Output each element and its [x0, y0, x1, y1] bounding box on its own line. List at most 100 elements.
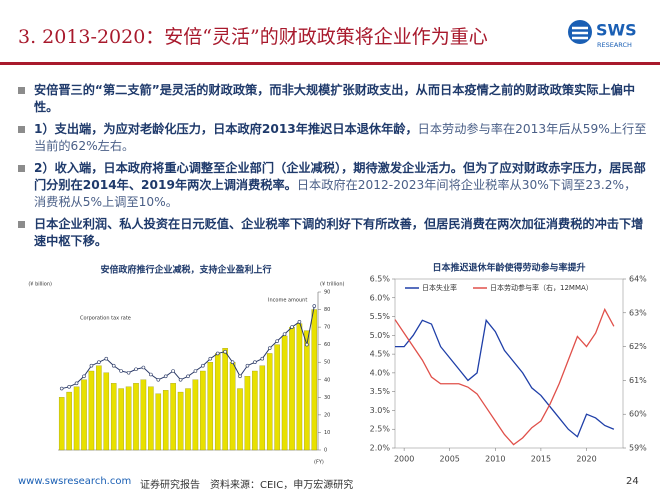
y-tick-label: 5.0% [370, 331, 391, 340]
bullet-bold: 日本企业利润、私人投资在日元贬值、企业税率下调的利好下有所改善，但居民消费在两次… [34, 217, 644, 248]
bullet-bold: 1）支出端，为应对老龄化压力，日本政府2013年推迟日本退休年龄， [34, 122, 418, 136]
y2-tick-label: 63% [629, 308, 647, 317]
line [394, 307, 615, 446]
bar [88, 370, 95, 451]
y-tick-label: 0 [324, 448, 327, 454]
x-axis-label: (FY) [314, 460, 324, 466]
y2-tick-label: 61% [629, 376, 647, 385]
bar [222, 348, 228, 451]
bar [259, 365, 266, 451]
y-tick-label: 3.5% [370, 387, 391, 396]
point [104, 356, 109, 361]
bullet-text: 日本劳动参与率在2013年后从59%上行至当前的62%左右。 [34, 122, 647, 153]
y-tick-label: 80 [324, 307, 330, 313]
bar [304, 330, 310, 451]
y-tick-label: 2.0% [370, 444, 391, 453]
bar [207, 362, 214, 451]
point [134, 367, 138, 372]
bar [274, 344, 280, 451]
chart-right: 日本推迟退休年龄使得劳动参与率提升 2.0% 2.5% 3.0% 3.5% 4.0% 4.5… [370, 262, 648, 464]
point [59, 386, 64, 391]
x-tick-label: 2015 [531, 455, 551, 464]
point [267, 346, 272, 350]
point [297, 320, 302, 324]
bar [140, 379, 147, 451]
footer-site: www.swsresearch.com [18, 476, 132, 487]
logo: SWS RESEARCH [568, 20, 637, 49]
point [282, 332, 287, 336]
bar [81, 379, 87, 451]
logo-sub: RESEARCH [597, 41, 632, 49]
bar [155, 393, 162, 451]
point [126, 370, 131, 375]
point [178, 377, 183, 382]
bar [103, 372, 110, 451]
point [305, 342, 309, 347]
annotation: Corporation tax rate [80, 316, 131, 322]
x-tick-label: 2010 [485, 455, 505, 464]
point [141, 365, 146, 370]
footer-report: 证券研究报告 [140, 480, 200, 491]
bar [66, 391, 72, 451]
x-tick-label: 2005 [440, 455, 460, 464]
bar [237, 388, 243, 451]
point [156, 377, 161, 382]
annotation: Income amount [268, 298, 307, 304]
point [260, 356, 265, 361]
bullet: 2）收入端，日本政府将重心调整至企业部门（企业减税），期待激发企业活力。但为了应… [18, 160, 648, 211]
y-tick-label: 70 [324, 325, 330, 331]
point [111, 363, 116, 368]
bullet-list: 安倍晋三的“第二支箭”是灵活的财政政策，而非大规模扩张财政支出，从而日本疫情之前… [18, 82, 648, 255]
y-tick-label: 30 [324, 395, 330, 401]
y-tick-label: 4.5% [370, 350, 391, 359]
plot-frame [394, 278, 624, 449]
y-tick-label: 10 [324, 430, 330, 436]
bar [170, 383, 176, 451]
bar [110, 383, 117, 451]
legend-label: 日本劳动参与率（右，12MMA） [490, 283, 593, 292]
bullet-bold: 安倍晋三的“第二支箭”是灵活的财政政策，而非大规模扩张财政支出，从而日本疫情之前… [34, 83, 636, 114]
y-tick-label: 5.5% [370, 312, 391, 321]
bar [244, 376, 251, 451]
y2-tick-label: 59% [629, 444, 647, 453]
point [238, 374, 242, 379]
y-axis-label: (¥ billion) [28, 282, 52, 288]
y-tick-label: 60 [324, 342, 330, 348]
point [163, 374, 168, 379]
bar [214, 353, 221, 451]
y-tick-label: 20 [324, 412, 330, 418]
bar [148, 386, 154, 451]
bar [229, 362, 236, 451]
y-tick-label: 50 [324, 360, 330, 366]
x-tick-label: 2000 [394, 455, 414, 464]
bullet-text: 日本政府在2012-2023年间将企业税率从30%下调至23.2%，消费税从5%… [34, 178, 637, 209]
x-tick-label: 2020 [576, 455, 596, 464]
bar [73, 386, 80, 451]
y2-tick-label: 62% [629, 342, 647, 351]
y-tick-label: 2.5% [370, 425, 391, 434]
page-number: 24 [626, 476, 639, 487]
y-tick-label: 90 [324, 290, 330, 296]
point [67, 385, 71, 389]
bar [311, 309, 318, 451]
point [74, 381, 79, 386]
y2-tick-label: 60% [629, 410, 647, 419]
bar [162, 390, 169, 451]
bar [296, 323, 303, 451]
y-tick-label: 4.0% [370, 368, 391, 377]
point [230, 360, 235, 365]
y-tick-label: 6.5% [370, 275, 391, 284]
title-rule [0, 62, 660, 65]
bullet: 日本企业利润、私人投资在日元贬值、企业税率下调的利好下有所改善，但居民消费在两次… [18, 216, 648, 250]
y-tick-label: 6.0% [370, 293, 391, 302]
point [208, 356, 213, 361]
bar [200, 370, 206, 451]
point [201, 363, 205, 368]
bar [118, 388, 124, 451]
bar [289, 326, 295, 451]
bullet: 1）支出端，为应对老龄化压力，日本政府2013年推迟日本退休年龄，日本劳动参与率… [18, 121, 648, 155]
bar [266, 353, 273, 451]
point [82, 374, 86, 379]
bar [177, 391, 184, 451]
logo-text: SWS [596, 21, 637, 40]
